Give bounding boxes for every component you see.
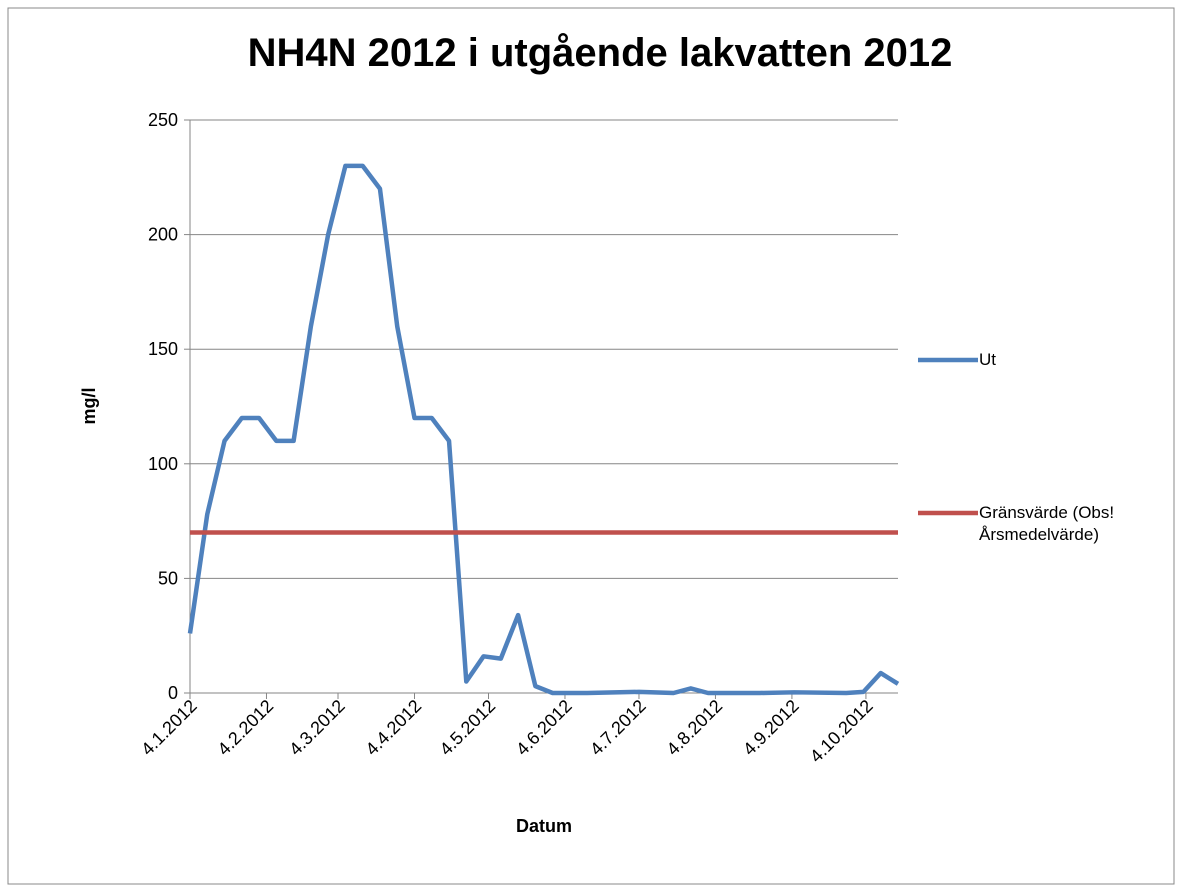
legend-label: Ut (979, 350, 996, 369)
y-tick-label: 150 (148, 339, 178, 359)
y-axis-label: mg/l (79, 387, 99, 424)
data-line (187, 163, 900, 696)
chart-frame (7, 7, 1175, 885)
y-tick-label: 0 (168, 683, 178, 703)
y-tick-label: 50 (158, 568, 178, 588)
y-tick-label: 100 (148, 454, 178, 474)
y-tick-label: 250 (148, 110, 178, 130)
x-axis-label: Datum (516, 816, 572, 836)
y-tick-label: 200 (148, 225, 178, 245)
chart-title: NH4N 2012 i utgående lakvatten 2012 (248, 31, 953, 75)
legend-label: Gränsvärde (Obs! Årsmedelvärde) (979, 503, 1115, 544)
